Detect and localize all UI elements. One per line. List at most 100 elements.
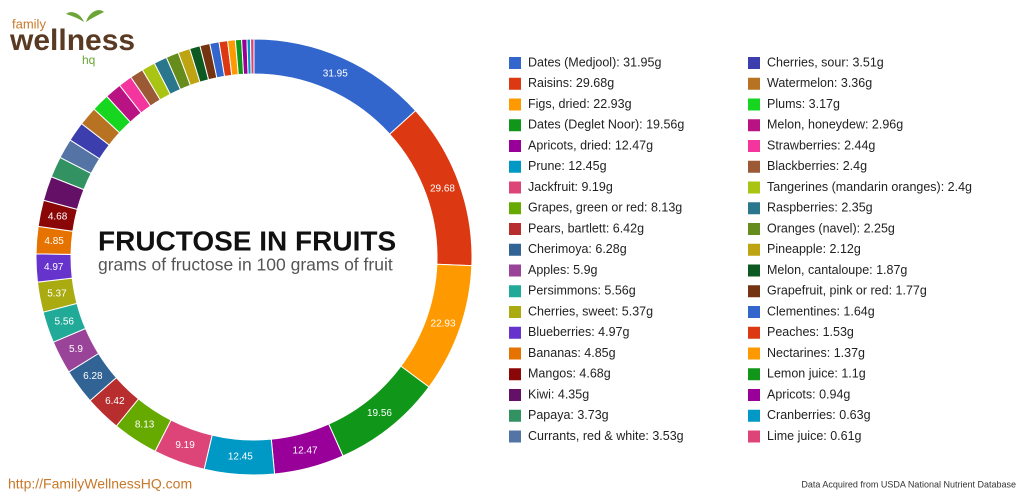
legend-label: Grapefruit, pink or red: 1.77g xyxy=(767,284,927,298)
legend-swatch xyxy=(509,140,521,152)
legend-label: Kiwi: 4.35g xyxy=(528,387,589,401)
slice-label: 8.13 xyxy=(135,420,155,431)
legend-label: Jackfruit: 9.19g xyxy=(528,180,613,194)
legend-swatch xyxy=(748,326,760,339)
legend-swatch xyxy=(748,223,760,235)
legend-swatch xyxy=(509,202,521,215)
slice-label: 9.19 xyxy=(175,440,195,451)
slice-label: 4.68 xyxy=(48,211,68,222)
legend-swatch xyxy=(509,98,521,111)
legend-swatch xyxy=(509,368,521,381)
logo-sub: hq xyxy=(82,53,95,67)
legend-swatch xyxy=(509,181,521,194)
legend-label: Peaches: 1.53g xyxy=(767,325,854,339)
legend-swatch xyxy=(748,181,760,194)
slice-label: 6.28 xyxy=(83,371,103,382)
legend-label: Raspberries: 2.35g xyxy=(767,201,873,215)
legend-label: Clementines: 1.64g xyxy=(767,304,875,318)
slice-label: 6.42 xyxy=(105,396,125,407)
legend-label: Cherries, sweet: 5.37g xyxy=(528,304,653,318)
slice-label: 31.95 xyxy=(323,68,348,79)
legend-swatch xyxy=(748,306,760,318)
legend: Dates (Medjool): 31.95g Raisins: 29.68g Fi… xyxy=(509,55,972,443)
legend-swatch xyxy=(509,409,521,422)
legend-label: Figs, dried: 22.93g xyxy=(528,97,632,111)
legend-label: Melon, cantaloupe: 1.87g xyxy=(767,263,907,277)
legend-swatch xyxy=(748,160,760,173)
slice-label: 5.56 xyxy=(54,316,74,327)
slice-label: 5.9 xyxy=(69,344,83,355)
logo-top: family xyxy=(12,16,46,31)
legend-label: Mangos: 4.68g xyxy=(528,367,611,381)
legend-swatch xyxy=(748,285,760,298)
chart-subtitle: grams of fructose in 100 grams of fruit xyxy=(98,255,393,275)
legend-swatch xyxy=(509,119,521,132)
logo: family wellness hq xyxy=(9,10,135,67)
slice-label: 4.97 xyxy=(44,262,64,273)
slice-label: 4.85 xyxy=(44,236,64,247)
slice-label: 5.37 xyxy=(47,289,67,300)
legend-swatch xyxy=(509,223,521,235)
legend-swatch xyxy=(509,326,521,339)
legend-label: Grapes, green or red: 8.13g xyxy=(528,201,682,215)
legend-label: Strawberries: 2.44g xyxy=(767,138,875,152)
donut: 31.95 29.68 22.93 19.56 12.47 12.45 9.19 8.13 6.… xyxy=(35,38,473,476)
logo-leaf xyxy=(86,10,104,22)
legend-label: Tangerines (mandarin oranges): 2.4g xyxy=(767,180,972,194)
slice-label: 12.47 xyxy=(293,446,318,457)
legend-swatch xyxy=(748,202,760,215)
legend-label: Prune: 12.45g xyxy=(528,159,607,173)
legend-label: Blueberries: 4.97g xyxy=(528,325,630,339)
legend-label: Apricots: 0.94g xyxy=(767,387,850,401)
legend-label: Persimmons: 5.56g xyxy=(528,284,636,298)
legend-label: Papaya: 3.73g xyxy=(528,408,609,422)
legend-label: Cranberries: 0.63g xyxy=(767,408,871,422)
legend-swatch xyxy=(509,243,521,256)
legend-label: Watermelon: 3.36g xyxy=(767,76,872,90)
legend-swatch xyxy=(509,57,521,69)
legend-swatch xyxy=(509,160,521,173)
legend-label: Dates (Medjool): 31.95g xyxy=(528,55,661,69)
legend-label: Cherimoya: 6.28g xyxy=(528,242,627,256)
legend-label: Bananas: 4.85g xyxy=(528,346,616,360)
legend-swatch xyxy=(509,264,521,277)
legend-swatch xyxy=(748,243,760,256)
legend-swatch xyxy=(509,430,521,443)
legend-swatch xyxy=(748,368,760,381)
legend-label: Cherries, sour: 3.51g xyxy=(767,55,884,69)
slice-label: 19.56 xyxy=(367,408,392,419)
legend-swatch xyxy=(748,119,760,132)
legend-swatch xyxy=(509,347,521,360)
legend-label: Pineapple: 2.12g xyxy=(767,242,861,256)
legend-swatch xyxy=(748,409,760,422)
legend-label: Apricots, dried: 12.47g xyxy=(528,138,653,152)
legend-label: Lemon juice: 1.1g xyxy=(767,367,866,381)
legend-swatch xyxy=(748,98,760,111)
legend-swatch xyxy=(509,389,521,401)
legend-label: Plums: 3.17g xyxy=(767,97,840,111)
legend-swatch xyxy=(509,285,521,298)
slice-label: 12.45 xyxy=(228,452,253,463)
slice-label: 29.68 xyxy=(430,183,455,194)
legend-swatch xyxy=(748,430,760,443)
legend-swatch xyxy=(748,347,760,360)
logo-main: wellness xyxy=(9,24,135,57)
legend-swatch xyxy=(748,140,760,152)
legend-label: Raisins: 29.68g xyxy=(528,76,614,90)
legend-label: Pears, bartlett: 6.42g xyxy=(528,221,644,235)
chart-title: FRUCTOSE IN FRUITS xyxy=(98,225,396,256)
legend-swatch xyxy=(748,57,760,69)
footer-url: http://FamilyWellnessHQ.com xyxy=(8,476,192,492)
donut-slice xyxy=(250,38,255,75)
legend-swatch xyxy=(509,77,521,90)
legend-swatch xyxy=(748,77,760,90)
legend-swatch xyxy=(509,306,521,318)
logo-leaf xyxy=(66,12,84,22)
footer-source: Data Acquired from USDA National Nutrien… xyxy=(801,479,1016,489)
legend-label: Blackberries: 2.4g xyxy=(767,159,867,173)
legend-swatch xyxy=(748,264,760,277)
legend-label: Lime juice: 0.61g xyxy=(767,429,862,443)
legend-label: Oranges (navel): 2.25g xyxy=(767,221,895,235)
legend-label: Dates (Deglet Noor): 19.56g xyxy=(528,118,684,132)
